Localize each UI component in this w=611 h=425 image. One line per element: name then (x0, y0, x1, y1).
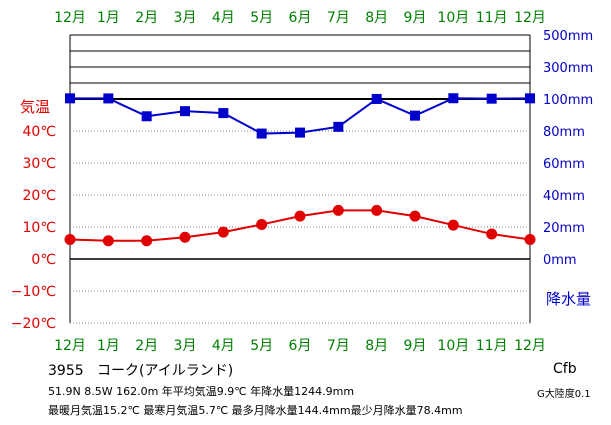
temperature-tick-label: 0℃ (31, 252, 56, 268)
precipitation-tick-label: 20mm (543, 221, 585, 236)
month-label-top: 3月 (174, 10, 197, 26)
month-label-top: 6月 (289, 10, 312, 26)
koppen-class: Cfb (553, 361, 577, 377)
month-label-top: 9月 (404, 10, 427, 26)
month-label-top: 10月 (437, 10, 469, 26)
month-label-bottom: 6月 (289, 338, 312, 354)
precipitation-tick-label: 300mm (543, 61, 593, 76)
month-label-bottom: 10月 (437, 338, 469, 354)
station-details: 51.9N 8.5W 162.0m 年平均気温9.9℃ 年降水量1244.9mm (48, 385, 355, 398)
bottom-month-labels: 12月 1月 2月 3月 4月 5月 6月 7月 8月 9月 10月 11月 12月 (54, 338, 546, 354)
temperature-point (102, 235, 114, 247)
month-label-top: 8月 (365, 10, 388, 26)
station-extremes: 最暖月気温15.2℃ 最寒月気温5.7℃ 最多月降水量144.4mm最少月降水量… (48, 404, 463, 417)
temperature-point (256, 218, 268, 230)
temperature-axis: 40℃ 30℃ 20℃ 10℃ 0℃ −10℃ −20℃ (11, 124, 56, 332)
station-title: 3955 コーク(アイルランド) (48, 360, 233, 380)
precipitation-point (180, 106, 190, 117)
month-label-bottom: 2月 (135, 338, 158, 354)
month-label-bottom: 4月 (212, 338, 235, 354)
precipitation-point (410, 110, 420, 121)
month-label-bottom: 9月 (404, 338, 427, 354)
temperature-point (179, 231, 191, 243)
temperature-axis-title: 気温 (20, 98, 50, 116)
month-label-top: 12月 (54, 10, 86, 26)
grid-lines (69, 34, 531, 324)
continentality: G大陸度0.1 (537, 387, 591, 400)
precipitation-tick-label: 100mm (543, 93, 593, 108)
precipitation-point (371, 93, 382, 104)
temperature-point (294, 210, 306, 222)
month-label-top: 7月 (327, 10, 350, 26)
station-id: 3955 (48, 363, 84, 379)
precipitation-point (218, 108, 229, 119)
month-label-bottom: 11月 (476, 338, 508, 354)
precipitation-point (65, 93, 75, 104)
month-label-bottom: 1月 (97, 338, 120, 354)
precipitation-tick-label: 500mm (543, 29, 593, 44)
precipitation-axis: 0mm 20mm 40mm 60mm 80mm 100mm 300mm 500mm (543, 29, 593, 268)
precipitation-tick-label: 0mm (543, 253, 577, 268)
temperature-point (524, 233, 536, 245)
month-label-top: 12月 (514, 10, 546, 26)
temperature-tick-label: 10℃ (22, 220, 56, 236)
month-label-bottom: 3月 (174, 338, 197, 354)
month-label-bottom: 12月 (514, 338, 546, 354)
month-label-bottom: 12月 (54, 338, 86, 354)
temperature-series (64, 204, 536, 247)
precipitation-point (141, 111, 152, 122)
temperature-point (486, 228, 498, 240)
month-label-top: 4月 (212, 10, 235, 26)
temperature-point (409, 210, 421, 222)
temperature-point (447, 219, 459, 231)
temperature-point (371, 204, 383, 216)
station-name: コーク(アイルランド) (97, 363, 234, 379)
precipitation-axis-title: 降水量 (546, 290, 591, 308)
precipitation-point (256, 128, 267, 139)
temperature-point (217, 226, 229, 238)
temperature-tick-label: 20℃ (22, 188, 56, 204)
month-label-top: 1月 (97, 10, 120, 26)
precipitation-point (333, 121, 344, 132)
precipitation-point (103, 93, 114, 104)
month-label-top: 5月 (250, 10, 273, 26)
month-label-bottom: 7月 (327, 338, 350, 354)
precipitation-tick-label: 40mm (543, 189, 585, 204)
temperature-tick-label: 40℃ (22, 124, 56, 140)
month-label-top: 2月 (135, 10, 158, 26)
precipitation-point (295, 127, 305, 138)
precipitation-point (448, 93, 459, 104)
month-label-bottom: 5月 (250, 338, 273, 354)
temperature-point (141, 235, 153, 247)
top-month-labels: 12月 1月 2月 3月 4月 5月 6月 7月 8月 9月 10月 11月 12月 (54, 10, 546, 26)
month-label-top: 11月 (476, 10, 508, 26)
temperature-point (332, 204, 344, 216)
precipitation-tick-label: 80mm (543, 125, 585, 140)
precipitation-point (525, 93, 535, 104)
precipitation-point (486, 93, 497, 104)
month-label-bottom: 8月 (365, 338, 388, 354)
temperature-tick-label: −20℃ (11, 316, 56, 332)
temperature-tick-label: −10℃ (11, 284, 56, 300)
precipitation-series (65, 93, 535, 139)
temperature-point (64, 233, 76, 245)
precipitation-tick-label: 60mm (543, 157, 585, 172)
temperature-tick-label: 30℃ (22, 156, 56, 172)
